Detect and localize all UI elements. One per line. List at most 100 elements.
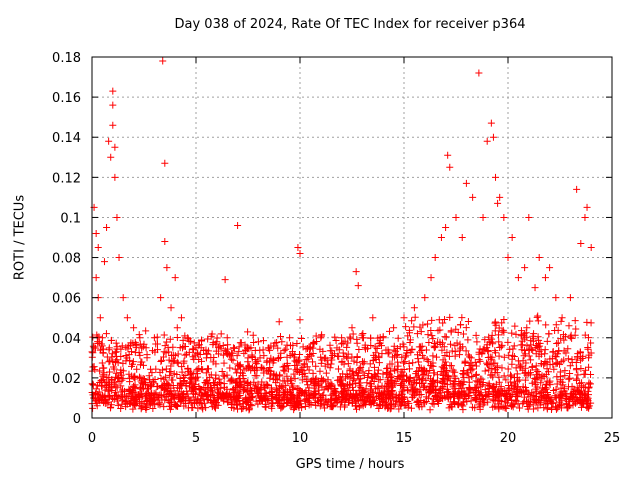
base-point — [438, 377, 446, 385]
base-point — [404, 387, 412, 395]
data-point — [587, 244, 595, 252]
data-point — [157, 294, 165, 302]
base-point — [370, 363, 378, 371]
base-point — [259, 337, 267, 345]
base-point — [346, 374, 354, 382]
base-point — [566, 370, 574, 378]
base-point — [502, 391, 510, 399]
data-point — [229, 344, 237, 352]
data-point — [483, 137, 491, 145]
base-point — [341, 385, 349, 393]
base-point — [339, 394, 347, 402]
base-point — [111, 359, 119, 367]
base-point — [573, 384, 581, 392]
base-point — [197, 365, 205, 373]
data-point — [390, 324, 398, 332]
base-point — [410, 323, 418, 331]
data-point — [437, 234, 445, 241]
base-point — [190, 399, 198, 407]
base-point — [516, 404, 524, 412]
base-point — [559, 331, 567, 339]
base-point — [106, 357, 114, 365]
base-point — [508, 329, 516, 337]
base-point — [408, 317, 416, 325]
base-point — [445, 404, 453, 412]
base-point — [507, 402, 515, 410]
base-point — [374, 366, 382, 374]
base-point — [486, 353, 494, 361]
base-point — [235, 392, 243, 400]
base-point — [168, 395, 176, 403]
base-point — [528, 363, 536, 371]
base-point — [464, 317, 472, 325]
base-point — [355, 365, 363, 373]
base-point — [432, 386, 440, 394]
base-point — [236, 400, 244, 408]
base-point — [328, 381, 336, 389]
base-point — [362, 385, 370, 393]
base-point — [398, 353, 406, 361]
base-point — [273, 376, 281, 384]
x-tick-label: 5 — [192, 431, 200, 446]
base-point — [527, 345, 535, 353]
base-point — [214, 401, 222, 409]
base-point — [293, 361, 301, 369]
base-point — [481, 336, 489, 344]
base-point — [534, 333, 542, 341]
base-point — [561, 372, 569, 380]
base-point — [107, 378, 115, 386]
base-point — [408, 393, 416, 401]
base-point — [117, 345, 125, 353]
base-point — [443, 348, 451, 356]
data-point — [358, 334, 366, 342]
base-point — [226, 364, 234, 372]
base-point — [528, 389, 536, 397]
base-point — [581, 389, 589, 397]
base-point — [171, 357, 179, 365]
base-point — [176, 344, 184, 352]
base-point — [250, 338, 258, 346]
base-point — [106, 392, 114, 400]
base-point — [498, 341, 506, 349]
base-point — [415, 343, 423, 351]
base-point — [468, 403, 476, 411]
base-point — [153, 394, 161, 402]
base-point — [428, 399, 436, 407]
base-point — [160, 403, 168, 411]
base-point — [486, 339, 494, 347]
base-point — [267, 395, 275, 403]
dense-baseline-band — [88, 312, 595, 414]
base-point — [460, 367, 468, 375]
base-point — [346, 333, 354, 341]
base-point — [317, 359, 325, 367]
base-point — [338, 358, 346, 366]
base-point — [118, 393, 126, 401]
base-point — [392, 352, 400, 360]
base-point — [287, 377, 295, 385]
base-point — [521, 350, 529, 358]
base-point — [203, 376, 211, 384]
base-point — [484, 360, 492, 368]
base-point — [198, 337, 206, 345]
base-point — [501, 392, 509, 400]
data-point — [535, 254, 543, 262]
base-point — [458, 314, 466, 322]
base-point — [430, 369, 438, 377]
data-point — [109, 87, 117, 95]
base-point — [256, 346, 264, 354]
base-point — [445, 374, 453, 382]
base-point — [347, 335, 355, 343]
y-tick-label: 0.06 — [52, 292, 81, 307]
base-point — [385, 327, 393, 335]
base-point — [219, 341, 227, 349]
base-point — [219, 351, 227, 359]
base-point — [279, 363, 287, 371]
data-point — [475, 69, 483, 77]
data-point — [286, 334, 294, 342]
base-point — [491, 327, 499, 335]
base-point — [310, 390, 318, 398]
base-point — [373, 344, 381, 352]
base-point — [309, 369, 317, 377]
base-point — [562, 349, 570, 357]
base-point — [167, 399, 175, 407]
